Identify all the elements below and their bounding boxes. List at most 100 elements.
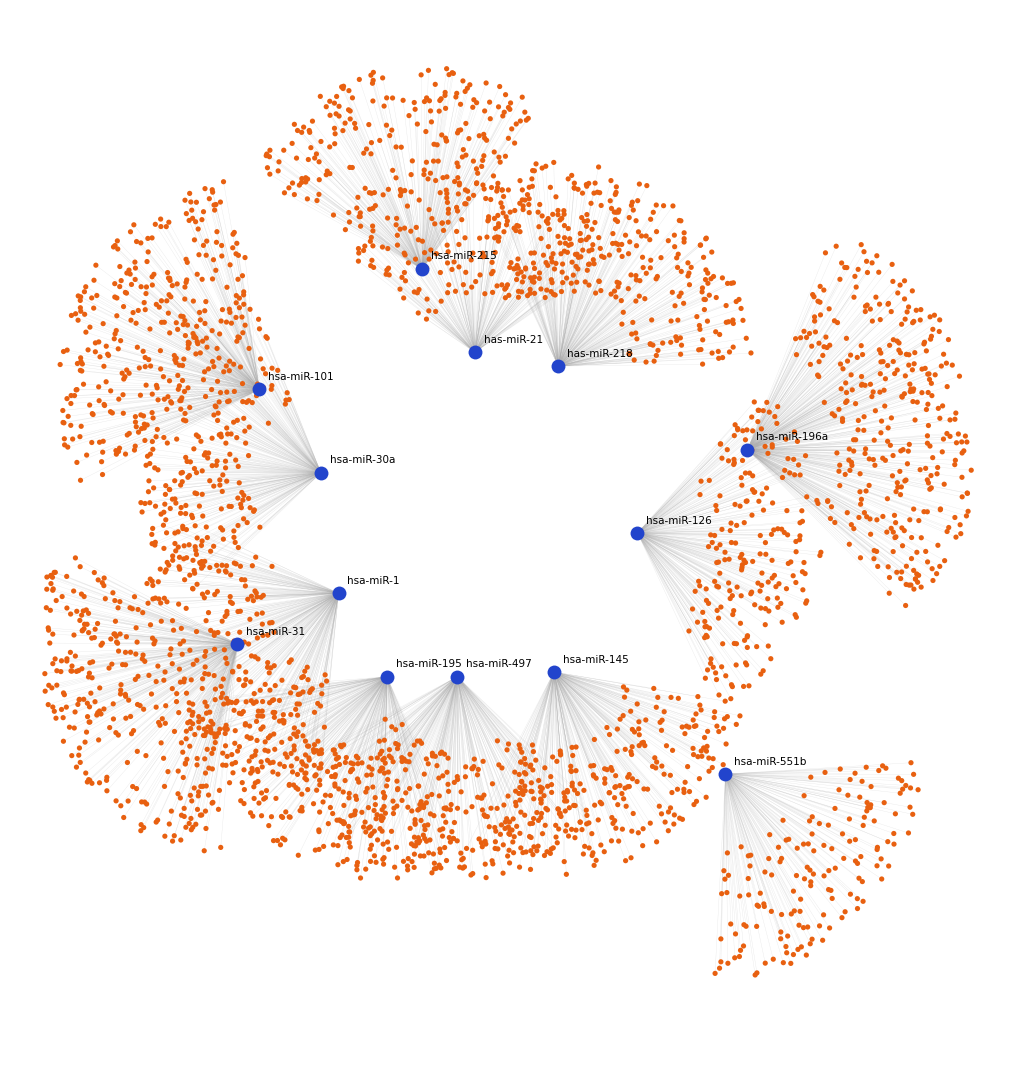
Point	[59, 652, 75, 669]
Point	[68, 382, 85, 399]
Point	[580, 229, 596, 246]
Point	[524, 814, 540, 831]
Point	[166, 472, 182, 489]
Point	[341, 839, 358, 856]
Point	[135, 650, 151, 667]
Point	[894, 441, 910, 458]
Point	[259, 329, 275, 346]
Point	[759, 445, 775, 462]
Point	[474, 802, 490, 819]
Point	[710, 959, 727, 976]
Point	[232, 496, 249, 513]
Point	[837, 374, 853, 391]
Point	[464, 760, 480, 777]
Point	[866, 456, 882, 473]
Point	[257, 366, 273, 383]
Point	[115, 371, 131, 388]
Point	[950, 425, 966, 442]
Point	[231, 705, 248, 722]
Point	[785, 946, 801, 963]
Point	[217, 435, 233, 452]
Point	[609, 236, 626, 253]
Point	[562, 167, 579, 184]
Point	[294, 756, 311, 773]
Point	[176, 405, 193, 422]
Point	[305, 795, 321, 812]
Point	[207, 586, 223, 603]
Point	[675, 780, 691, 797]
Point	[662, 689, 679, 706]
Point	[544, 748, 560, 765]
Point	[515, 201, 531, 219]
Point	[365, 64, 381, 81]
Point	[231, 738, 248, 755]
Point	[501, 813, 518, 830]
Point	[789, 433, 805, 450]
Point	[901, 375, 917, 392]
Point	[433, 293, 449, 310]
Point	[166, 827, 182, 844]
Point	[435, 800, 451, 817]
Point	[931, 501, 948, 518]
Point	[254, 616, 270, 633]
Point	[521, 204, 537, 221]
Point	[361, 758, 377, 775]
Point	[344, 90, 361, 107]
Point	[161, 481, 177, 498]
Point	[297, 663, 313, 680]
Point	[629, 524, 645, 542]
Point	[194, 680, 210, 697]
Point	[905, 381, 921, 398]
Point	[302, 684, 318, 701]
Point	[690, 341, 706, 358]
Point	[94, 453, 110, 470]
Point	[891, 276, 907, 293]
Point	[476, 286, 492, 303]
Point	[173, 619, 190, 636]
Point	[103, 383, 119, 400]
Point	[751, 527, 767, 544]
Point	[707, 323, 723, 340]
Point	[437, 813, 453, 830]
Point	[67, 704, 84, 721]
Point	[196, 721, 212, 738]
Point	[439, 194, 455, 211]
Point	[743, 408, 759, 425]
Point	[735, 551, 751, 568]
Point	[436, 745, 452, 762]
Point	[184, 325, 201, 342]
Point	[727, 925, 743, 942]
Point	[794, 563, 810, 580]
Point	[608, 721, 625, 738]
Point	[174, 357, 191, 374]
Point	[557, 866, 574, 883]
Point	[90, 705, 106, 722]
Point	[219, 425, 235, 442]
Point	[173, 465, 190, 482]
Point	[452, 844, 469, 861]
Point	[284, 763, 301, 780]
Point	[266, 704, 282, 721]
Point	[673, 263, 689, 280]
Point	[600, 246, 616, 263]
Point	[515, 197, 531, 214]
Point	[598, 718, 614, 736]
Point	[59, 650, 75, 667]
Point	[319, 763, 335, 780]
Point	[915, 503, 931, 520]
Point	[719, 867, 736, 884]
Point	[607, 235, 624, 252]
Point	[665, 227, 682, 244]
Point	[890, 770, 906, 787]
Point	[865, 432, 881, 449]
Point	[454, 72, 471, 90]
Point	[211, 350, 227, 367]
Point	[446, 173, 463, 190]
Point	[383, 749, 399, 766]
Point	[124, 600, 141, 617]
Point	[494, 837, 511, 854]
Point	[777, 831, 794, 849]
Point	[72, 350, 89, 367]
Point	[156, 672, 172, 689]
Point	[717, 313, 734, 330]
